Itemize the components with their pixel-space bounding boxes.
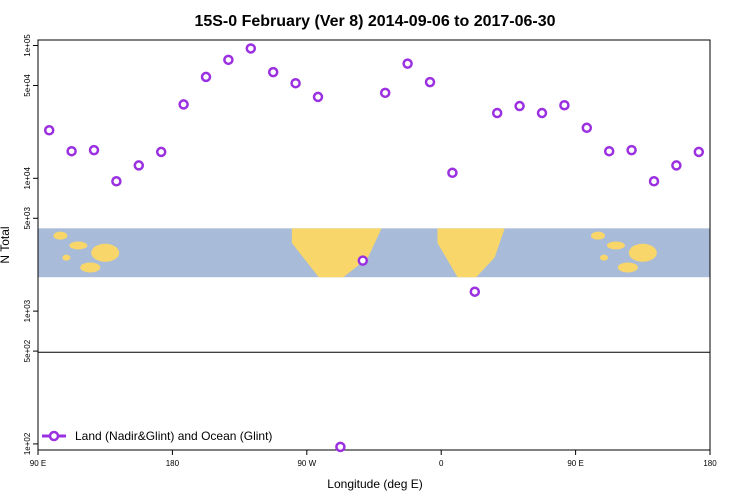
data-point <box>491 107 503 119</box>
y-axis-label: N Total <box>0 226 12 263</box>
data-point <box>200 71 212 83</box>
chart-title: 15S-0 February (Ver 8) 2014-09-06 to 201… <box>194 13 555 30</box>
data-point <box>335 441 346 453</box>
map-land-oceania-1-2 <box>628 243 657 262</box>
x-tick-label: 90 E <box>30 459 46 468</box>
data-point <box>155 146 167 158</box>
map-land-oceania-1-0 <box>591 231 605 240</box>
data-point <box>43 125 55 136</box>
y-tick-label: 5e+03 <box>23 207 32 230</box>
x-tick-label: 90 E <box>567 459 583 468</box>
y-tick-label: 1e+03 <box>23 299 32 322</box>
legend-label: Land (Nadir&Glint) and Ocean (Glint) <box>75 429 272 443</box>
map-land-africa <box>437 228 505 278</box>
data-point <box>178 99 189 110</box>
data-point <box>245 43 257 54</box>
legend-marker-swatch <box>48 430 60 442</box>
x-axis-label: Longitude (deg E) <box>327 477 422 491</box>
data-point <box>223 54 234 66</box>
data-point <box>424 76 436 88</box>
data-point <box>626 144 637 156</box>
background-world-map <box>38 228 710 278</box>
data-point <box>133 160 145 171</box>
x-tick-label: 0 <box>439 459 444 468</box>
map-land-oceania-0-2 <box>91 243 120 262</box>
y-tick-label: 1e+04 <box>23 167 32 190</box>
map-land-oceania-1-3 <box>617 262 638 273</box>
y-tick-label: 1e+05 <box>23 34 32 57</box>
y-axis: 1e+05 5e+04 1e+04 5e+03 1e+03 5e+02 1e+02 <box>23 34 38 455</box>
data-point <box>603 145 615 157</box>
map-land-oceania-0-1 <box>69 241 88 250</box>
data-point <box>693 146 705 158</box>
y-tick-label: 1e+02 <box>23 432 32 455</box>
data-point <box>581 122 593 134</box>
data-point <box>379 87 391 99</box>
data-point <box>514 100 525 112</box>
data-point <box>88 144 100 156</box>
map-land-oceania-1-4 <box>599 254 608 261</box>
data-point <box>671 160 682 171</box>
data-point <box>536 107 548 119</box>
map-land-oceania-0-4 <box>62 254 71 261</box>
data-point <box>66 145 77 157</box>
x-axis: 90 E 180 90 W 0 90 E 180 <box>30 450 717 468</box>
data-point <box>290 77 301 89</box>
map-land-south-america <box>291 228 382 278</box>
data-point <box>402 58 413 69</box>
data-point <box>559 99 570 111</box>
map-land-oceania-0-3 <box>80 262 101 273</box>
y-tick-label: 5e+02 <box>23 339 32 362</box>
data-point <box>312 91 324 103</box>
legend: Land (Nadir&Glint) and Ocean (Glint) <box>42 429 272 443</box>
x-tick-label: 180 <box>703 459 717 468</box>
y-tick-label: 5e+04 <box>23 74 32 97</box>
map-land-oceania-0-0 <box>53 231 68 240</box>
data-point <box>267 66 279 78</box>
data-point <box>469 286 481 297</box>
data-point <box>447 167 458 179</box>
data-points <box>43 43 705 453</box>
data-point <box>648 176 660 187</box>
data-point <box>357 255 369 266</box>
x-tick-label: 90 W <box>297 459 316 468</box>
x-tick-label: 180 <box>166 459 180 468</box>
data-point <box>111 176 122 187</box>
map-land-oceania-1-1 <box>606 241 625 250</box>
plot-frame <box>37 39 711 451</box>
